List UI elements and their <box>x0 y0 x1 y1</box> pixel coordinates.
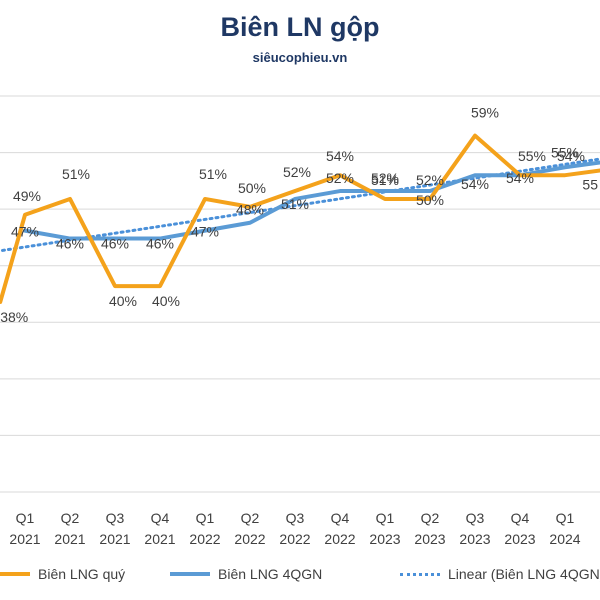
x-tick-quarter: Q2 <box>61 510 80 526</box>
trendline <box>1 157 600 252</box>
legend: Biên LNG quý Biên LNG 4QGN Linear (Biên … <box>0 566 600 590</box>
data-label-4q: 46% <box>101 236 129 252</box>
series-line-4q <box>23 160 600 241</box>
legend-label-4q: Biên LNG 4QGN <box>218 566 323 582</box>
x-tick-quarter: Q4 <box>511 510 530 526</box>
data-labels: 49%51%40% 40%51%50%52%54%51% 52%59%55% 54%3… <box>0 105 598 325</box>
x-tick-quarter: Q3 <box>106 510 125 526</box>
legend-item-4q[interactable]: Biên LNG 4QGN <box>170 566 322 582</box>
x-tick-quarter: Q4 <box>331 510 350 526</box>
chart-subtitle: siêucophieu.vn <box>252 50 348 65</box>
data-label-quarterly: 50% <box>238 180 266 196</box>
x-tick-quarter: Q3 <box>466 510 485 526</box>
data-label-4q: 47% <box>191 224 219 240</box>
data-label-quarterly: 49% <box>13 188 41 204</box>
legend-swatch-linear <box>400 572 440 576</box>
data-label-4q: 51% <box>281 196 309 212</box>
x-tick-year: 2021 <box>99 531 130 547</box>
series-layer <box>0 133 600 304</box>
gridlines <box>0 95 600 493</box>
data-label-quarterly: 52% <box>416 172 444 188</box>
data-label-quarterly-tail: 55 <box>582 176 598 192</box>
x-tick-quarter: Q2 <box>241 510 260 526</box>
legend-swatch-quarterly <box>0 572 30 576</box>
data-label-quarterly: 51% <box>199 166 227 182</box>
x-tick-year: 2022 <box>234 531 265 547</box>
data-label-4q: 46% <box>56 236 84 252</box>
x-tick-year: 2023 <box>459 531 490 547</box>
x-tick-quarter: Q2 <box>421 510 440 526</box>
data-label-quarterly: 52% <box>283 164 311 180</box>
data-label-4q: 54% <box>461 176 489 192</box>
legend-label-quarterly: Biên LNG quý <box>38 566 126 582</box>
series-line-quarterly <box>0 133 600 304</box>
legend-item-linear[interactable]: Linear (Biên LNG 4QGN) <box>400 566 600 582</box>
data-label-quarterly: 54% <box>557 148 585 164</box>
legend-label-linear: Linear (Biên LNG 4QGN) <box>448 566 600 582</box>
chart-title: Biên LN gộp <box>220 12 380 42</box>
x-tick-year: 2021 <box>9 531 40 547</box>
x-tick-year: 2022 <box>189 531 220 547</box>
data-label-quarterly: 59% <box>471 105 499 121</box>
data-label-quarterly-lead: 38% <box>0 309 28 325</box>
data-label-quarterly: 40% <box>152 293 180 309</box>
x-tick-year: 2022 <box>279 531 310 547</box>
x-tick-quarter: Q1 <box>556 510 575 526</box>
data-label-4q: 52% <box>326 170 354 186</box>
data-label-quarterly: 40% <box>109 293 137 309</box>
x-tick-quarter: Q1 <box>196 510 215 526</box>
data-label-quarterly: 54% <box>326 148 354 164</box>
x-tick-year: 2022 <box>324 531 355 547</box>
legend-item-quarterly[interactable]: Biên LNG quý <box>0 566 125 582</box>
x-tick-year: 2024 <box>549 531 580 547</box>
data-label-4q: 47% <box>11 224 39 240</box>
x-tick-year: 2023 <box>369 531 400 547</box>
x-tick-quarter: Q1 <box>16 510 35 526</box>
data-label-quarterly: 51% <box>62 166 90 182</box>
x-tick-year: 2023 <box>414 531 445 547</box>
data-label-4q: 48% <box>236 202 264 218</box>
x-axis-ticks: Q1 2021 Q2 2021 Q3 2021 Q4 2021 Q1 2022 Q2 2022 Q3 20… <box>9 510 580 547</box>
legend-swatch-4q <box>170 572 210 576</box>
x-tick-year: 2023 <box>504 531 535 547</box>
x-tick-quarter: Q4 <box>151 510 170 526</box>
x-tick-year: 2021 <box>144 531 175 547</box>
x-tick-year: 2021 <box>54 531 85 547</box>
data-label-4q: 50% <box>416 192 444 208</box>
data-label-4q: 55% <box>551 144 579 160</box>
data-label-quarterly: 51% <box>371 172 399 188</box>
trendline-layer <box>1 157 600 252</box>
x-tick-quarter: Q3 <box>286 510 305 526</box>
x-tick-quarter: Q1 <box>376 510 395 526</box>
data-label-4q: 46% <box>146 236 174 252</box>
data-label-4q: 52% <box>371 170 399 186</box>
data-label-quarterly: 55% <box>518 148 546 164</box>
data-label-4q: 54% <box>506 170 534 186</box>
